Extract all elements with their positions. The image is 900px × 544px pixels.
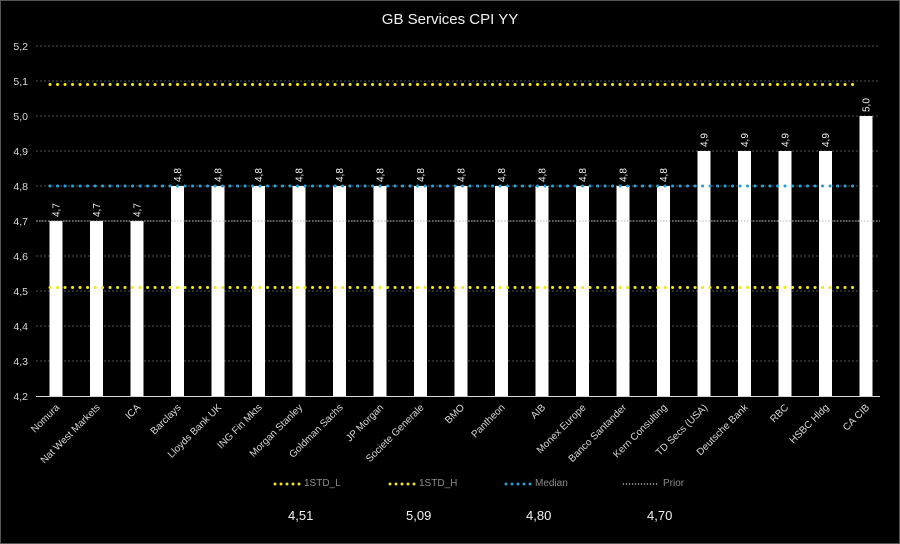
value-median: 4,80 bbox=[526, 508, 552, 523]
y-tick-label: 4,2 bbox=[13, 391, 28, 403]
x-tick-label: Pantheon bbox=[470, 402, 508, 440]
x-tick-label: Nomura bbox=[29, 402, 62, 435]
x-tick-label: BMO bbox=[443, 402, 467, 426]
x-tick-label: RBC bbox=[768, 402, 791, 425]
data-label: 4,8 bbox=[619, 168, 630, 182]
x-tick-label: Barclays bbox=[149, 402, 184, 437]
x-tick-label: CA CIB bbox=[841, 402, 872, 433]
x-tick-label: HSBC Hldg bbox=[788, 402, 832, 446]
bar bbox=[454, 186, 468, 396]
legend: 1STD_L 1STD_H Median Prior bbox=[0, 478, 900, 498]
data-label: 4,9 bbox=[700, 133, 711, 147]
data-label: 4,8 bbox=[416, 168, 427, 182]
bar bbox=[292, 186, 306, 396]
legend-item-1std-l: 1STD_L bbox=[272, 478, 341, 489]
legend-swatch-1std-l bbox=[272, 481, 302, 486]
data-label: 4,8 bbox=[457, 168, 468, 182]
data-label: 4,7 bbox=[52, 203, 63, 217]
legend-label-median: Median bbox=[535, 478, 568, 489]
bar bbox=[49, 221, 63, 396]
legend-item-1std-h: 1STD_H bbox=[387, 478, 457, 489]
bar bbox=[778, 151, 792, 396]
legend-swatch-prior bbox=[622, 482, 658, 485]
data-label: 4,9 bbox=[740, 133, 751, 147]
legend-item-prior: Prior bbox=[622, 478, 684, 489]
value-1std-h: 5,09 bbox=[406, 508, 432, 523]
legend-label-1std-h: 1STD_H bbox=[419, 478, 458, 489]
data-label: 4,7 bbox=[133, 203, 144, 217]
y-axis-ticks: 4,2 4,3 4,4 4,5 4,6 4,7 4,8 4,9 5,0 5,1 5,2 bbox=[13, 41, 28, 403]
y-tick-label: 4,5 bbox=[13, 286, 28, 298]
chart-title: GB Services CPI YY bbox=[382, 11, 518, 28]
reference-lines bbox=[36, 83, 880, 289]
bar bbox=[373, 186, 387, 396]
bar bbox=[252, 186, 265, 396]
bar bbox=[616, 186, 630, 396]
bar bbox=[697, 151, 711, 396]
data-label: 4,9 bbox=[781, 133, 792, 147]
bar bbox=[576, 186, 589, 396]
data-label: 4,8 bbox=[335, 168, 346, 182]
bar bbox=[414, 186, 427, 396]
legend-item-median: Median bbox=[503, 478, 568, 489]
x-tick-label: AIB bbox=[529, 402, 548, 421]
data-label: 4,7 bbox=[92, 203, 103, 217]
y-tick-label: 4,3 bbox=[13, 356, 28, 368]
y-tick-label: 5,0 bbox=[13, 111, 28, 123]
y-tick-label: 4,6 bbox=[13, 251, 28, 263]
legend-label-1std-l: 1STD_L bbox=[304, 478, 341, 489]
value-prior: 4,70 bbox=[647, 508, 673, 523]
y-tick-label: 5,1 bbox=[13, 76, 28, 88]
y-tick-label: 4,8 bbox=[13, 181, 28, 193]
bar bbox=[171, 186, 184, 396]
legend-swatch-1std-h bbox=[387, 481, 417, 486]
y-tick-label: 4,9 bbox=[13, 146, 28, 158]
bar bbox=[211, 186, 225, 396]
bar bbox=[535, 186, 549, 396]
data-label: 4,8 bbox=[295, 168, 306, 182]
x-tick-label: JP Morgan bbox=[344, 402, 386, 444]
bar bbox=[657, 186, 670, 396]
bar-chart: GB Services CPI YY 4,2 4,3 4,4 4,5 4,6 4,7 4,8… bbox=[13, 11, 880, 467]
legend-label-prior: Prior bbox=[663, 478, 685, 489]
data-label: 5,0 bbox=[862, 98, 873, 112]
data-label: 4,9 bbox=[821, 133, 832, 147]
reference-values: 4,51 5,09 4,80 4,70 bbox=[0, 508, 900, 528]
data-label: 4,8 bbox=[538, 168, 549, 182]
data-label: 4,8 bbox=[214, 168, 225, 182]
bar bbox=[859, 116, 873, 396]
y-tick-label: 4,4 bbox=[13, 321, 28, 333]
bars bbox=[49, 116, 873, 396]
bar bbox=[819, 151, 832, 396]
value-1std-l: 4,51 bbox=[288, 508, 314, 523]
bar bbox=[495, 186, 508, 396]
data-labels: 4,7 4,7 4,7 4,8 4,8 4,8 4,8 4,8 4,8 4,8 4,8 4,8 4,8 4… bbox=[52, 98, 873, 217]
y-tick-label: 5,2 bbox=[13, 41, 28, 53]
y-tick-label: 4,7 bbox=[13, 216, 28, 228]
bar bbox=[90, 221, 103, 396]
data-label: 4,8 bbox=[376, 168, 387, 182]
bar bbox=[333, 186, 346, 396]
data-label: 4,8 bbox=[254, 168, 265, 182]
data-label: 4,8 bbox=[173, 168, 184, 182]
legend-swatch-median bbox=[503, 481, 533, 486]
data-label: 4,8 bbox=[578, 168, 589, 182]
data-label: 4,8 bbox=[659, 168, 670, 182]
bar bbox=[738, 151, 751, 396]
x-tick-label: ICA bbox=[124, 402, 144, 422]
data-label: 4,8 bbox=[497, 168, 508, 182]
bar bbox=[130, 221, 144, 396]
